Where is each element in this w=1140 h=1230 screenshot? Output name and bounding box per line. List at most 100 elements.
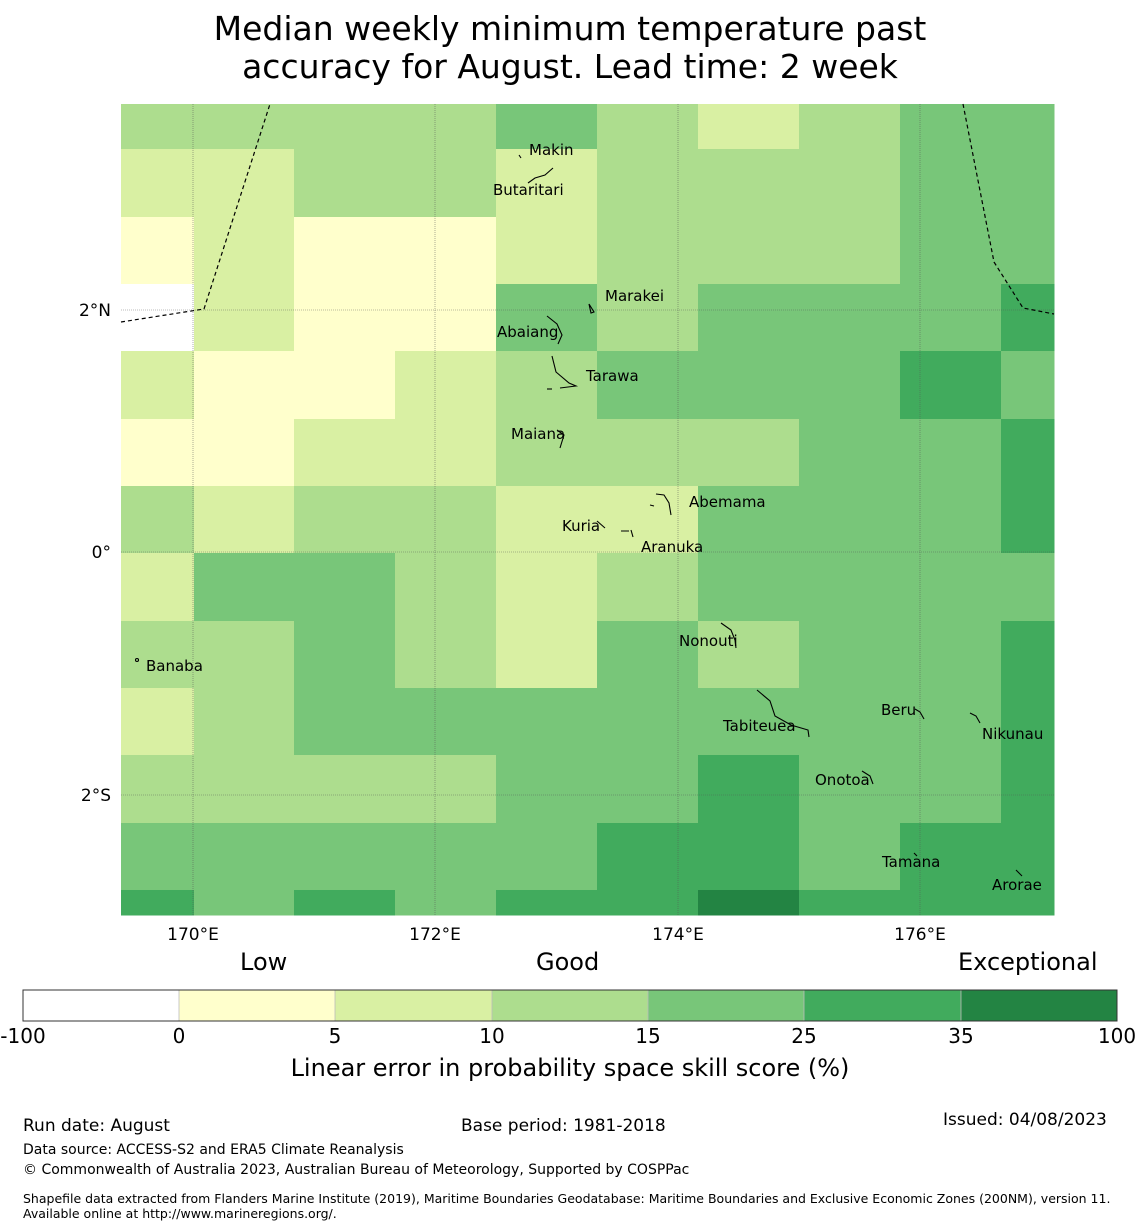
place-label: Abemama: [689, 493, 766, 511]
skill-cell: [597, 553, 699, 622]
place-label: Kuria: [562, 517, 600, 535]
skill-cell: [194, 688, 295, 756]
place-label: Beru: [881, 701, 916, 719]
colorbar-frame: [22, 989, 1118, 1022]
skill-cell: [194, 419, 295, 487]
skill-cell: [121, 104, 195, 150]
skill-cells: [121, 104, 1055, 916]
skill-cell: [496, 419, 800, 487]
colorbar-segment: [804, 990, 961, 1021]
place-labels: Makin Butaritari Marakei Abaiang Tarawa Maian…: [146, 141, 1043, 894]
island-outline: [861, 770, 874, 785]
skill-cell: [395, 621, 497, 689]
skill-cell: [194, 755, 497, 824]
island-outline: [134, 657, 140, 663]
place-label: Arorae: [992, 876, 1042, 894]
skill-cell: [194, 351, 396, 420]
skill-cell: [900, 217, 1055, 285]
skill-cell: [496, 755, 699, 824]
place-label: Aranuka: [641, 538, 703, 556]
island-outline: [621, 529, 634, 538]
skill-cell: [121, 755, 195, 824]
run-date: Run date: August: [23, 1116, 170, 1136]
colorbar-segment: [23, 990, 179, 1021]
skill-cell: [194, 486, 295, 554]
skill-cell: [799, 419, 1002, 487]
graticule: [121, 104, 1054, 915]
colorbar: [22, 989, 1118, 1022]
colorbar-tick: 35: [948, 1024, 974, 1048]
title-line-1: Median weekly minimum temperature past: [213, 9, 927, 48]
skill-cell: [294, 688, 1002, 756]
skill-cell: [900, 351, 1002, 420]
skill-cell: [597, 284, 699, 352]
skill-cell: [1001, 351, 1055, 420]
lat-tick-label: 0°: [92, 543, 111, 563]
skill-cell: [294, 149, 497, 218]
skill-cell: [121, 823, 598, 891]
skill-cell: [121, 890, 195, 916]
place-label: Maiana: [511, 425, 565, 443]
skill-cell: [121, 486, 195, 554]
skill-cell: [597, 351, 901, 420]
skill-cell: [121, 553, 195, 622]
eez-boundaries: [120, 103, 1055, 323]
skill-cell: [698, 621, 800, 689]
title-line-2: accuracy for August. Lead time: 2 week: [242, 47, 898, 86]
skill-cell: [799, 755, 1002, 824]
skill-cell: [698, 104, 800, 150]
colorbar-tick: -100: [0, 1024, 46, 1048]
colorbar-tick: 0: [172, 1024, 186, 1048]
island-outline: [649, 504, 655, 507]
chart-title: Median weekly minimum temperature past a…: [0, 10, 1140, 86]
island-outline: [596, 520, 606, 529]
skill-cell: [1001, 284, 1055, 352]
skill-cell: [194, 104, 295, 150]
skill-cell: [194, 553, 396, 622]
data-source: Data source: ACCESS-S2 and ERA5 Climate …: [23, 1142, 404, 1158]
skill-cell: [294, 419, 497, 487]
colorbar-segment: [961, 990, 1117, 1021]
skill-cell: [698, 284, 1002, 352]
base-period: Base period: 1981-2018: [461, 1116, 666, 1136]
colorbar-tick: 10: [479, 1024, 505, 1048]
skill-cell: [698, 890, 800, 916]
skill-cell: [121, 688, 195, 756]
skill-cell: [496, 621, 598, 689]
colorbar-category-exceptional: Exceptional: [958, 948, 1098, 976]
colorbar-category-low: Low: [240, 948, 288, 976]
island-outline: [913, 852, 918, 857]
skill-cell: [294, 890, 396, 916]
skill-cell: [121, 149, 195, 218]
skill-cell: [1001, 419, 1055, 487]
skill-cell: [194, 890, 295, 916]
eez-boundary-west: [120, 103, 271, 323]
place-label: Onotoa: [815, 771, 870, 789]
place-label: Marakei: [605, 287, 664, 305]
skill-cell: [900, 149, 1055, 218]
skill-cell: [799, 823, 901, 891]
skill-cell: [698, 486, 1002, 554]
island-outlines: [134, 154, 1023, 877]
skill-cell: [194, 149, 295, 218]
island-outline: [546, 315, 563, 345]
colorbar-segment: [648, 990, 804, 1021]
skill-cell: [1001, 486, 1055, 554]
lon-tick-label: 172°E: [409, 925, 461, 945]
skill-cell: [294, 104, 497, 150]
shapefile-credit: Shapefile data extracted from Flanders M…: [23, 1191, 1111, 1221]
colorbar-tick: 100: [1097, 1024, 1137, 1048]
island-outline: [756, 689, 810, 738]
skill-cell: [698, 755, 800, 824]
skill-cell: [496, 553, 598, 622]
place-label: Banaba: [146, 657, 203, 675]
skill-cell: [1001, 755, 1055, 824]
skill-cell: [496, 284, 598, 352]
lon-tick-label: 170°E: [167, 925, 219, 945]
skill-cell: [395, 351, 497, 420]
skill-cell: [799, 890, 1055, 916]
island-outline: [914, 708, 925, 720]
skill-cell: [900, 823, 1055, 891]
place-label: Abaiang: [497, 323, 558, 341]
island-outline: [1015, 869, 1023, 877]
